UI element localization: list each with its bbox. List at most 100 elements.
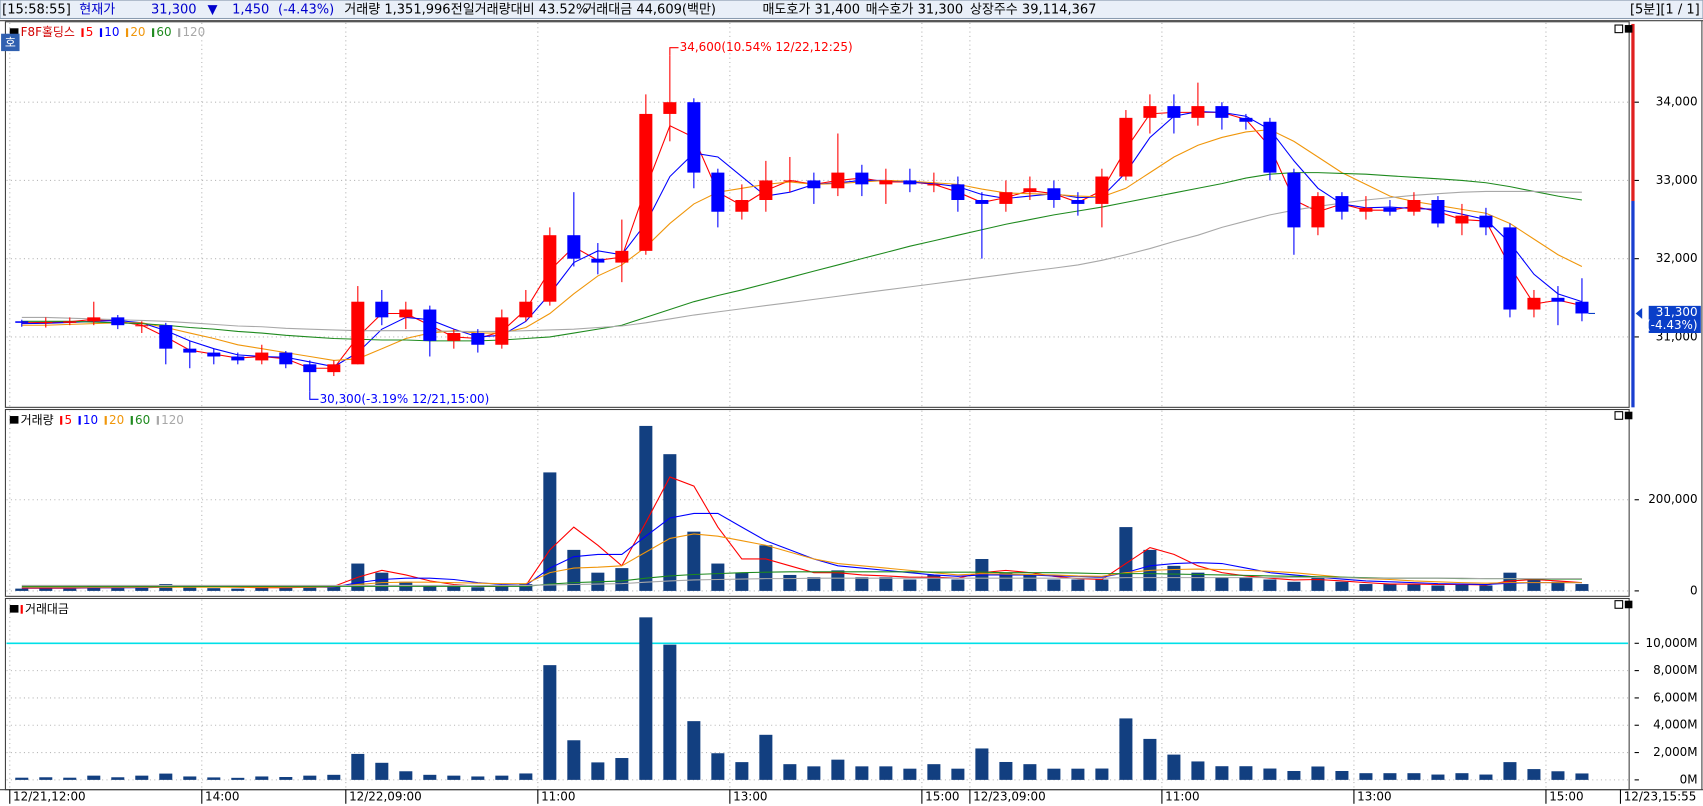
moving-average-line (21, 577, 1582, 587)
bar (999, 761, 1013, 780)
annotation-label: 34,600(10.54% 12/22,12:25) (680, 40, 853, 54)
bar (1551, 581, 1565, 591)
y-tick-label: 0M (1680, 772, 1698, 786)
y-tick-label: 6,000M (1653, 690, 1697, 704)
bar (711, 563, 725, 591)
candle-body (783, 180, 797, 182)
candle-body (615, 250, 629, 263)
bar (375, 572, 389, 591)
candle-body (711, 172, 725, 212)
bar (1359, 773, 1373, 780)
candle-body (1479, 215, 1493, 228)
bar (519, 773, 533, 780)
panel-close-button[interactable] (1624, 600, 1633, 609)
bar (591, 762, 605, 780)
bar (1095, 768, 1109, 780)
header-arrow: ▼ (207, 2, 217, 17)
panel-maximize-button[interactable] (1614, 24, 1624, 34)
candle-body (375, 301, 389, 318)
candle-body (1383, 207, 1397, 212)
candle-body (111, 317, 125, 326)
candle-body (543, 235, 557, 302)
bar (1575, 773, 1589, 780)
bar (423, 774, 437, 780)
legend-swatch (60, 416, 63, 425)
x-tick-label: 15:00 (925, 790, 959, 804)
candle-body (1575, 301, 1589, 314)
annotation-leader (669, 47, 679, 56)
panel-close-button[interactable] (1624, 411, 1633, 420)
panel-maximize-button[interactable] (1614, 411, 1624, 420)
candle-body (1431, 199, 1445, 224)
header-period[interactable]: [5분][1 / 1] (1630, 2, 1700, 17)
bar (1335, 581, 1349, 591)
prev-close-down-bar (1631, 200, 1635, 408)
candle-body (231, 356, 245, 361)
legend-label: 120 (182, 25, 205, 39)
bar (63, 777, 77, 780)
header-price-label: 현재가 (79, 2, 115, 17)
bar (255, 776, 269, 780)
bar (1023, 764, 1037, 780)
x-tick-label: 12/22,09:00 (349, 790, 422, 804)
x-tick-label: 11:00 (1165, 790, 1199, 804)
bar (759, 545, 773, 591)
bar (1527, 769, 1541, 780)
candle-body (1503, 227, 1517, 310)
bar (1431, 585, 1445, 591)
y-tick-label: 32,000 (1656, 251, 1698, 265)
bar (543, 665, 557, 780)
bar (903, 579, 917, 591)
bar (735, 762, 749, 780)
y-tick-label: 4,000M (1653, 718, 1697, 732)
volume-panel-frame (4, 408, 1630, 597)
candle-body (327, 364, 341, 373)
legend-label: 20 (130, 25, 145, 39)
bar (855, 766, 869, 780)
y-tick-label: 33,000 (1656, 173, 1698, 187)
bar (1095, 579, 1109, 591)
candle-body (1359, 207, 1373, 212)
legend-label: 5 (86, 25, 94, 39)
candle-body (831, 172, 845, 189)
panel-maximize-button[interactable] (1614, 600, 1624, 609)
bar (855, 577, 869, 591)
bar (735, 572, 749, 591)
panel-close-button[interactable] (1624, 25, 1633, 33)
bar (111, 588, 125, 591)
bar (567, 549, 581, 591)
bar (1383, 773, 1397, 780)
badge-box[interactable] (1, 33, 20, 52)
moving-average-line (21, 571, 1582, 587)
bar (39, 588, 53, 591)
legend-swatch (99, 28, 103, 37)
bar (1047, 579, 1061, 591)
x-tick-label: 12/23,09:00 (973, 790, 1046, 804)
x-tick-label: 13:00 (1357, 790, 1391, 804)
candle-body (471, 333, 485, 345)
candle-body (1407, 199, 1421, 212)
legend-label: 5 (64, 413, 72, 427)
candle-body (903, 180, 917, 185)
header-stat: 매도호가 31,400 (762, 2, 860, 17)
bar (663, 454, 677, 591)
candle-body (999, 192, 1013, 204)
x-tick-label: 12/21,12:00 (13, 790, 86, 804)
bar (87, 775, 101, 780)
bar (447, 775, 461, 780)
bar (975, 748, 989, 780)
bar (15, 777, 29, 780)
candle-body (183, 348, 197, 353)
bar (663, 644, 677, 780)
header-price: 31,300 (151, 2, 197, 17)
x-tick-label: 15:00 (1549, 790, 1583, 804)
candle-body (1095, 176, 1109, 204)
moving-average-line (21, 129, 1583, 361)
last-price-box (1648, 305, 1701, 334)
bar (1311, 766, 1325, 780)
bar (39, 777, 53, 780)
panel-title: F8F홀딩스 (21, 25, 75, 39)
bar (1191, 572, 1205, 591)
bar (687, 721, 701, 780)
header-change-pct: (-4.43%) (278, 2, 334, 17)
